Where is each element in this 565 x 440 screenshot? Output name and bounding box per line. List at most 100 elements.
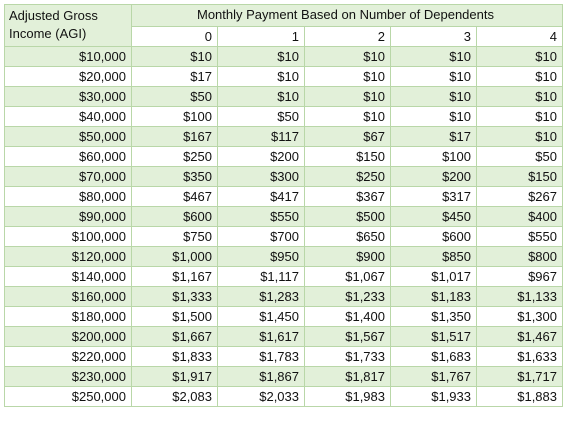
table-row: $160,000 $1,333 $1,283 $1,233 $1,183 $1,133 xyxy=(4,286,563,307)
table-row: $230,000 $1,917 $1,867 $1,817 $1,767 $1,717 xyxy=(4,366,563,387)
dependents-header-cell: 4 xyxy=(476,26,563,47)
payment-cell: $850 xyxy=(390,246,477,267)
payment-cell: $600 xyxy=(390,226,477,247)
payment-cell: $10 xyxy=(390,46,477,67)
payment-cell: $1,633 xyxy=(476,346,563,367)
payment-cell: $1,817 xyxy=(304,366,391,387)
payment-cell: $967 xyxy=(476,266,563,287)
payment-cell: $400 xyxy=(476,206,563,227)
payment-cell: $1,717 xyxy=(476,366,563,387)
dependents-header-cell: 3 xyxy=(390,26,477,47)
agi-cell: $30,000 xyxy=(4,86,132,107)
table-row: $250,000 $2,083 $2,033 $1,983 $1,933 $1,883 xyxy=(4,386,563,407)
payment-cell: $300 xyxy=(217,166,305,187)
payment-cell: $17 xyxy=(131,66,218,87)
payment-cell: $1,500 xyxy=(131,306,218,327)
payment-cell: $1,933 xyxy=(390,386,477,407)
agi-cell: $220,000 xyxy=(4,346,132,367)
payment-cell: $1,833 xyxy=(131,346,218,367)
table-row: $120,000 $1,000 $950 $900 $850 $800 xyxy=(4,246,563,267)
payment-cell: $1,400 xyxy=(304,306,391,327)
table-row: $50,000 $167 $117 $67 $17 $10 xyxy=(4,126,563,147)
payment-cell: $600 xyxy=(131,206,218,227)
table-row: $220,000 $1,833 $1,783 $1,733 $1,683 $1,633 xyxy=(4,346,563,367)
table-row: $70,000 $350 $300 $250 $200 $150 xyxy=(4,166,563,187)
table-row: $60,000 $250 $200 $150 $100 $50 xyxy=(4,146,563,167)
payment-cell: $900 xyxy=(304,246,391,267)
payment-cell: $10 xyxy=(304,46,391,67)
table-row: $180,000 $1,500 $1,450 $1,400 $1,350 $1,300 xyxy=(4,306,563,327)
payment-cell: $1,333 xyxy=(131,286,218,307)
payment-cell: $350 xyxy=(131,166,218,187)
payment-cell: $10 xyxy=(304,106,391,127)
agi-cell: $20,000 xyxy=(4,66,132,87)
payment-cell: $650 xyxy=(304,226,391,247)
payment-cell: $10 xyxy=(217,46,305,67)
payment-cell: $10 xyxy=(476,86,563,107)
payment-cell: $1,450 xyxy=(217,306,305,327)
payment-cell: $1,300 xyxy=(476,306,563,327)
payment-cell: $1,983 xyxy=(304,386,391,407)
payment-table: Adjusted Gross Income (AGI) Monthly Payme… xyxy=(4,4,563,407)
table-row: $100,000 $750 $700 $650 $600 $550 xyxy=(4,226,563,247)
payment-cell: $1,167 xyxy=(131,266,218,287)
payment-cell: $50 xyxy=(476,146,563,167)
payment-cell: $1,617 xyxy=(217,326,305,347)
agi-cell: $60,000 xyxy=(4,146,132,167)
dependents-header-cell: 2 xyxy=(304,26,391,47)
payment-cell: $950 xyxy=(217,246,305,267)
payment-cell: $1,567 xyxy=(304,326,391,347)
payment-cell: $1,667 xyxy=(131,326,218,347)
payment-cell: $10 xyxy=(304,86,391,107)
agi-cell: $200,000 xyxy=(4,326,132,347)
payment-cell: $200 xyxy=(390,166,477,187)
payment-cell: $117 xyxy=(217,126,305,147)
header-row: Adjusted Gross Income (AGI) Monthly Payme… xyxy=(4,4,563,47)
payment-cell: $2,033 xyxy=(217,386,305,407)
payment-cell: $550 xyxy=(217,206,305,227)
agi-cell: $10,000 xyxy=(4,46,132,67)
table-row: $20,000 $17 $10 $10 $10 $10 xyxy=(4,66,563,87)
payment-cell: $800 xyxy=(476,246,563,267)
agi-cell: $40,000 xyxy=(4,106,132,127)
table-title: Monthly Payment Based on Number of Depen… xyxy=(131,4,563,27)
payment-cell: $1,017 xyxy=(390,266,477,287)
agi-cell: $50,000 xyxy=(4,126,132,147)
payment-cell: $10 xyxy=(390,66,477,87)
agi-cell: $120,000 xyxy=(4,246,132,267)
payment-cell: $10 xyxy=(304,66,391,87)
agi-cell: $160,000 xyxy=(4,286,132,307)
payment-cell: $2,083 xyxy=(131,386,218,407)
agi-cell: $80,000 xyxy=(4,186,132,207)
payment-cell: $67 xyxy=(304,126,391,147)
table-row: $30,000 $50 $10 $10 $10 $10 xyxy=(4,86,563,107)
payment-cell: $1,883 xyxy=(476,386,563,407)
payment-cell: $1,733 xyxy=(304,346,391,367)
agi-column-header: Adjusted Gross Income (AGI) xyxy=(4,4,132,47)
payment-cell: $417 xyxy=(217,186,305,207)
payment-cell: $250 xyxy=(304,166,391,187)
payment-cell: $50 xyxy=(217,106,305,127)
payment-cell: $10 xyxy=(217,66,305,87)
payment-cell: $317 xyxy=(390,186,477,207)
payment-cell: $50 xyxy=(131,86,218,107)
payment-cell: $1,183 xyxy=(390,286,477,307)
payment-cell: $150 xyxy=(476,166,563,187)
payment-cell: $700 xyxy=(217,226,305,247)
payment-cell: $1,117 xyxy=(217,266,305,287)
payment-cell: $10 xyxy=(476,66,563,87)
payment-cell: $10 xyxy=(476,46,563,67)
agi-header-line2: Income (AGI) xyxy=(9,26,87,41)
payment-cell: $500 xyxy=(304,206,391,227)
payment-cell: $250 xyxy=(131,146,218,167)
payment-cell: $10 xyxy=(217,86,305,107)
agi-cell: $70,000 xyxy=(4,166,132,187)
dependents-header-cell: 0 xyxy=(131,26,218,47)
payment-cell: $467 xyxy=(131,186,218,207)
payment-cell: $200 xyxy=(217,146,305,167)
dependents-header-cell: 1 xyxy=(217,26,305,47)
payment-cell: $150 xyxy=(304,146,391,167)
payment-cell: $1,917 xyxy=(131,366,218,387)
payment-cell: $450 xyxy=(390,206,477,227)
payment-cell: $367 xyxy=(304,186,391,207)
